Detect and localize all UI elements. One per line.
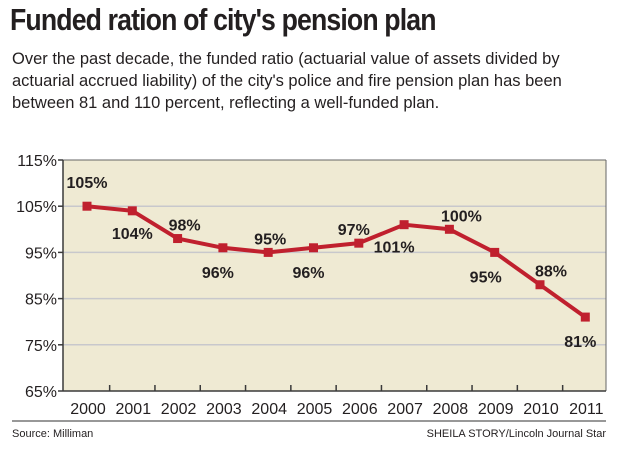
x-tick-label: 2006	[342, 401, 378, 418]
chart-subtitle: Over the past decade, the funded ratio (…	[12, 50, 562, 112]
x-tick-label: 2011	[569, 401, 604, 418]
plot-background	[63, 160, 606, 391]
data-point	[399, 220, 409, 230]
data-point	[309, 243, 318, 253]
data-label: 98%	[169, 218, 201, 235]
source-note: Source: Milliman	[12, 428, 94, 440]
data-label: 100%	[441, 208, 482, 225]
data-point	[173, 234, 183, 244]
data-point	[263, 247, 273, 257]
x-tick-label: 2005	[297, 401, 333, 418]
data-label: 95%	[470, 269, 502, 286]
x-tick-label: 2002	[161, 401, 197, 418]
data-label: 95%	[254, 231, 286, 248]
data-point	[354, 238, 364, 248]
x-tick-label: 2000	[70, 401, 106, 418]
data-label: 88%	[535, 264, 567, 281]
series-line	[86, 204, 587, 319]
y-tick-label: 115%	[17, 153, 57, 170]
x-tick-label: 2001	[116, 401, 152, 418]
data-label: 104%	[112, 226, 153, 243]
data-label: 96%	[292, 265, 324, 282]
y-tick-label: 95%	[25, 245, 57, 262]
data-point	[535, 280, 545, 290]
y-tick-label: 65%	[25, 384, 57, 401]
data-point	[490, 247, 500, 257]
x-tick-label: 2010	[523, 401, 559, 418]
x-tick-label: 2007	[387, 401, 423, 418]
data-label: 101%	[374, 240, 415, 257]
data-point	[580, 312, 590, 322]
x-tick-label: 2009	[478, 401, 514, 418]
y-tick-label: 75%	[25, 338, 57, 355]
x-tick-label: 2004	[251, 401, 287, 418]
y-tick-label: 85%	[25, 292, 57, 309]
x-tick-label: 2008	[433, 401, 469, 418]
data-point	[127, 206, 137, 216]
data-point	[82, 201, 92, 211]
data-label: 81%	[564, 334, 596, 351]
data-label: 97%	[338, 222, 370, 239]
data-point	[444, 224, 454, 234]
y-tick-label: 105%	[16, 199, 57, 216]
data-point	[218, 243, 228, 253]
data-label: 105%	[67, 175, 108, 192]
chart-title: Funded ration of city's pension plan	[10, 2, 437, 37]
credit-note: SHEILA STORY/Lincoln Journal Star	[426, 428, 606, 440]
data-label: 96%	[202, 265, 234, 282]
x-tick-label: 2003	[206, 401, 242, 418]
